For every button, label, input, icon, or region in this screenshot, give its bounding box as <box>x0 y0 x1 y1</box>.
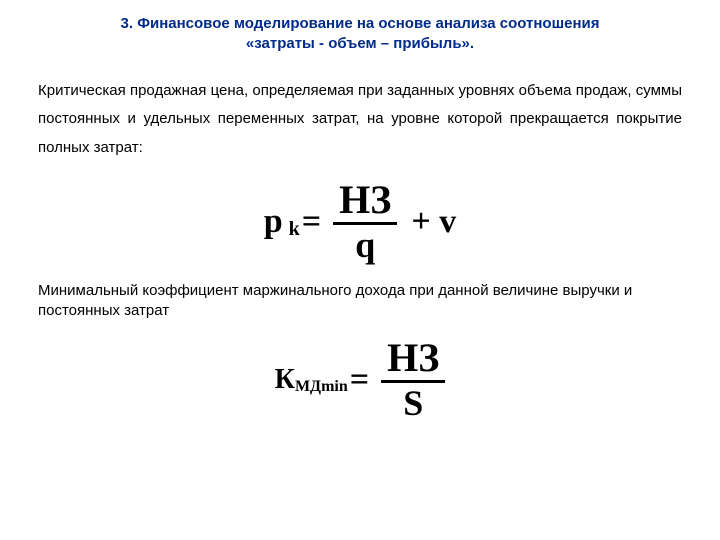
paragraph-critical-price: Критическая продажная цена, определяемая… <box>38 77 682 163</box>
title-line-2: «затраты - объем – прибыль». <box>246 35 474 52</box>
paragraph-min-margin: Минимальный коэффициент маржинального до… <box>38 281 682 320</box>
formula1-lhs-sub: k <box>289 218 300 241</box>
formula1-tail: + v <box>397 203 456 241</box>
formula1-lhs-main: p <box>264 205 289 239</box>
page: 3. Финансовое моделирование на основе ан… <box>0 0 720 540</box>
formula1-denominator: q <box>349 225 381 263</box>
formula1-equals: = <box>300 203 333 241</box>
formula1-numerator: НЗ <box>333 180 397 222</box>
formula2-lhs-main: К <box>275 364 295 396</box>
section-title: 3. Финансовое моделирование на основе ан… <box>40 14 680 55</box>
formula-min-margin: КМДmin = НЗ S <box>28 338 692 421</box>
title-line-1: 3. Финансовое моделирование на основе ан… <box>121 15 600 32</box>
formula2-lhs-sub: МДmin <box>295 378 348 396</box>
formula2-numerator: НЗ <box>381 338 445 380</box>
formula-critical-price: pk = НЗ q + v <box>28 180 692 263</box>
formula1-fraction: НЗ q <box>333 180 397 263</box>
formula2-fraction: НЗ S <box>381 338 445 421</box>
formula2-denominator: S <box>397 383 429 421</box>
formula2-equals: = <box>348 361 381 399</box>
